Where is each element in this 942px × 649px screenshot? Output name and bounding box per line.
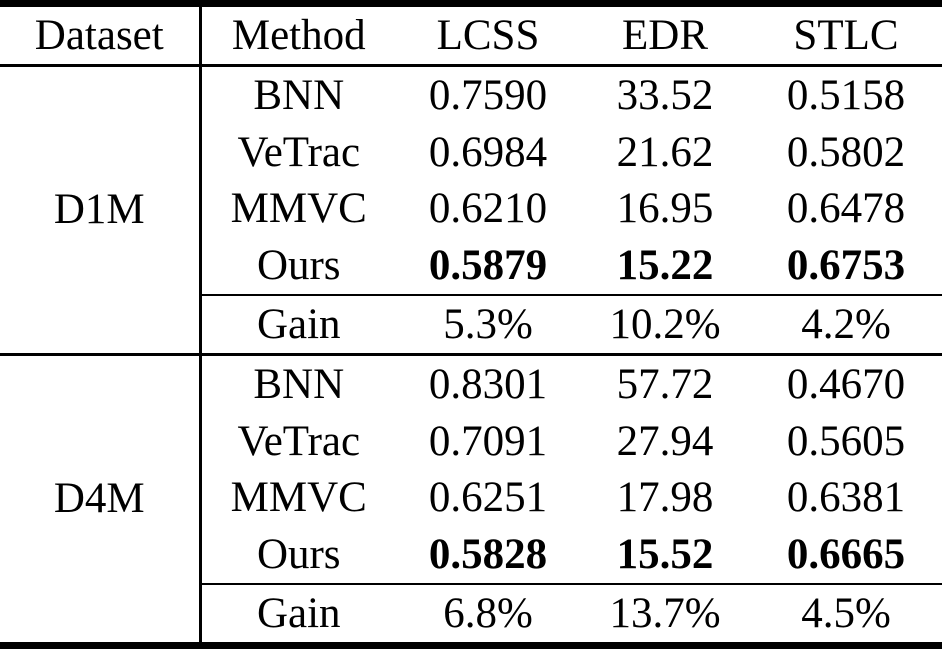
value-cell: 0.8301 xyxy=(396,353,580,413)
gain-label: Gain xyxy=(200,293,396,355)
value-cell: 0.6381 xyxy=(786,474,906,522)
value-cell-best: 15.52 xyxy=(616,530,714,578)
value-cell-best: 0.5828 xyxy=(428,530,548,578)
header-cell-edr: EDR xyxy=(580,7,750,67)
gain-value: 6.8% xyxy=(396,583,580,642)
value-cell: 21.62 xyxy=(616,128,714,176)
gain-label: Gain xyxy=(200,583,396,642)
gain-value: 4.2% xyxy=(750,293,942,355)
method-cell: VeTrac xyxy=(237,417,361,465)
gain-value: 13.7% xyxy=(580,583,750,642)
header-cell-method: Method xyxy=(200,7,396,67)
method-cell: VeTrac xyxy=(237,128,361,176)
value-cell: 17.98 xyxy=(616,474,714,522)
method-cell: Ours xyxy=(256,241,341,289)
results-table: Dataset Method LCSS EDR STLC D1M BNN 0.7… xyxy=(0,7,942,642)
header-cell-dataset: Dataset xyxy=(0,7,202,67)
table-row: MMVC 0.6251 17.98 0.6381 xyxy=(0,470,942,527)
value-cell-best: 0.6665 xyxy=(786,530,906,578)
gain-row: Gain 5.3% 10.2% 4.2% xyxy=(0,293,942,355)
value-cell-best: 0.5879 xyxy=(428,241,548,289)
method-cell: BNN xyxy=(253,71,345,119)
dataset-label-d1m: D1M xyxy=(0,65,202,355)
value-cell: 0.6984 xyxy=(428,128,548,176)
gain-value: 5.3% xyxy=(396,293,580,355)
table-row: D1M BNN 0.7590 33.52 0.5158 xyxy=(0,65,942,355)
value-cell: 0.6478 xyxy=(786,185,906,233)
value-cell: 0.5802 xyxy=(786,128,906,176)
value-cell: 0.6210 xyxy=(428,185,548,233)
dataset-label-d4m: D4M xyxy=(0,353,202,642)
table-row: VeTrac 0.7091 27.94 0.5605 xyxy=(0,413,942,470)
value-cell: 0.4670 xyxy=(750,353,942,413)
value-cell: 0.6251 xyxy=(428,474,548,522)
gain-row: Gain 6.8% 13.7% 4.5% xyxy=(0,583,942,642)
value-cell: 0.7590 xyxy=(428,71,548,119)
method-cell: Ours xyxy=(256,530,341,578)
gain-value: 4.5% xyxy=(750,583,942,642)
method-cell: BNN xyxy=(200,353,396,413)
method-cell: MMVC xyxy=(230,185,367,233)
value-cell: 57.72 xyxy=(580,353,750,413)
table-row: VeTrac 0.6984 21.62 0.5802 xyxy=(0,124,942,181)
table-row-ours: Ours 0.5828 15.52 0.6665 xyxy=(0,526,942,584)
value-cell-best: 15.22 xyxy=(616,241,714,289)
header-cell-lcss: LCSS xyxy=(396,7,580,67)
header-cell-stlc: STLC xyxy=(750,7,942,67)
table-row: MMVC 0.6210 16.95 0.6478 xyxy=(0,180,942,237)
value-cell: 0.5605 xyxy=(786,417,906,465)
method-cell: MMVC xyxy=(230,474,367,522)
value-cell: 0.5158 xyxy=(786,71,906,119)
gain-value: 10.2% xyxy=(580,293,750,355)
value-cell: 27.94 xyxy=(616,417,714,465)
value-cell: 0.7091 xyxy=(428,417,548,465)
table-row: D4M BNN 0.8301 57.72 0.4670 xyxy=(0,353,942,642)
table-row-ours: Ours 0.5879 15.22 0.6753 xyxy=(0,237,942,295)
table-header-row: Dataset Method LCSS EDR STLC xyxy=(0,7,942,67)
value-cell: 16.95 xyxy=(616,185,714,233)
value-cell-best: 0.6753 xyxy=(786,241,906,289)
value-cell: 33.52 xyxy=(616,71,714,119)
